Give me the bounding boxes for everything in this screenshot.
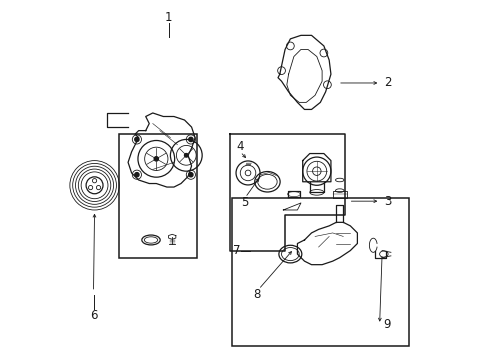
Text: 9: 9 (383, 318, 390, 331)
Text: 3: 3 (383, 195, 390, 208)
Text: 2: 2 (383, 76, 390, 90)
Text: 4: 4 (236, 140, 244, 153)
Bar (119, 134, 197, 258)
Text: 5: 5 (241, 197, 248, 210)
Text: 8: 8 (253, 288, 260, 301)
Text: 7: 7 (232, 244, 240, 257)
Circle shape (154, 157, 158, 161)
Circle shape (135, 137, 139, 141)
Text: 6: 6 (90, 309, 97, 322)
Circle shape (184, 153, 188, 157)
Circle shape (188, 172, 193, 177)
Circle shape (135, 172, 139, 177)
Text: 1: 1 (164, 11, 172, 24)
Circle shape (188, 137, 193, 141)
Bar (232, 198, 407, 346)
